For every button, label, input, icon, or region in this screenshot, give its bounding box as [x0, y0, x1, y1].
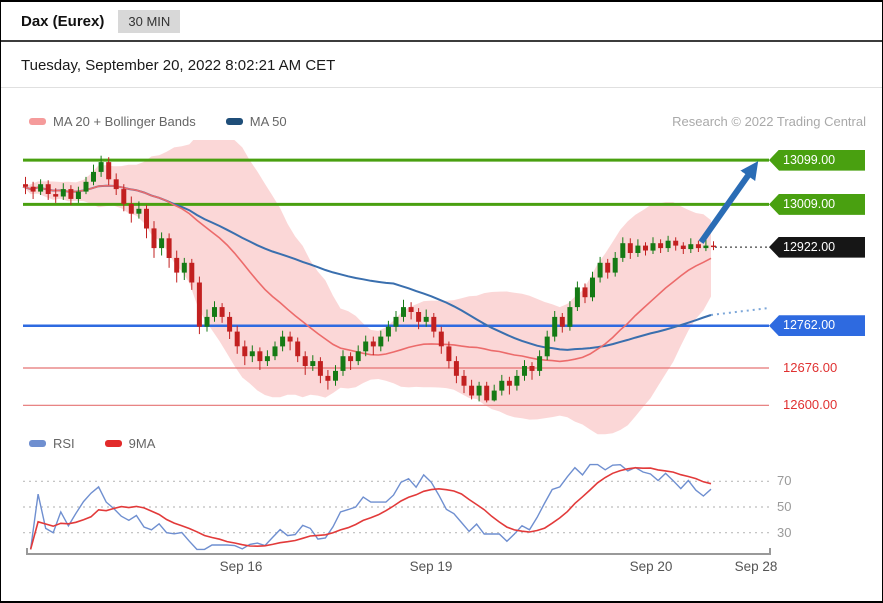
timestamp-row: Tuesday, September 20, 2022 8:02:21 AM C…: [1, 44, 882, 88]
candles-layer: [23, 155, 716, 403]
legend-label: MA 50: [249, 114, 287, 129]
rsi-grid-label-30: 30: [777, 524, 792, 540]
rsi-grid-label-70: 70: [777, 473, 792, 489]
legend-item-9ma: 9MA: [104, 436, 156, 451]
bullish-forecast-arrow: [698, 161, 759, 244]
bollinger-band-area: [23, 140, 711, 435]
legend-item-rsi: RSI: [29, 436, 75, 451]
legend-swatch-icon: [29, 440, 46, 447]
rsi-9ma-line: [29, 466, 712, 550]
legend-label: RSI: [53, 436, 75, 451]
ma50-projection: [710, 307, 770, 316]
main-chart-legend: MA 20 + Bollinger Bands MA 50 Research © …: [29, 114, 866, 129]
rsi-legend: RSI 9MA: [29, 436, 866, 451]
x-axis-label-sep-19: Sep 19: [409, 559, 453, 574]
legend-label: MA 20 + Bollinger Bands: [53, 114, 196, 129]
x-axis-bracket: [26, 548, 771, 555]
instrument-title: Dax (Eurex): [21, 12, 105, 30]
price-chart-svg: [22, 140, 770, 435]
x-axis-label-sep-28: Sep 28: [734, 559, 778, 574]
x-axis-label-sep-20: Sep 20: [629, 559, 673, 574]
legend-swatch-icon: [225, 118, 243, 125]
legend-label: 9MA: [128, 436, 156, 451]
widget-header: Dax (Eurex) 30 MIN: [1, 2, 882, 42]
ma20-line: [22, 184, 712, 363]
legend-swatch-icon: [29, 118, 46, 125]
x-axis-label-sep-16: Sep 16: [219, 559, 263, 574]
legend-swatch-icon: [104, 440, 122, 447]
timestamp-text: Tuesday, September 20, 2022 8:02:21 AM C…: [21, 57, 336, 74]
legend-item-ma-20-bollinger-bands: MA 20 + Bollinger Bands: [29, 114, 196, 129]
rsi-line: [29, 463, 712, 551]
legend-item-ma-50: MA 50: [225, 114, 287, 129]
attribution-text: Research © 2022 Trading Central: [672, 114, 866, 129]
rsi-grid-label-50: 50: [777, 499, 792, 514]
rsi-chart-svg: [23, 463, 769, 551]
timeframe-badge[interactable]: 30 MIN: [118, 9, 181, 33]
